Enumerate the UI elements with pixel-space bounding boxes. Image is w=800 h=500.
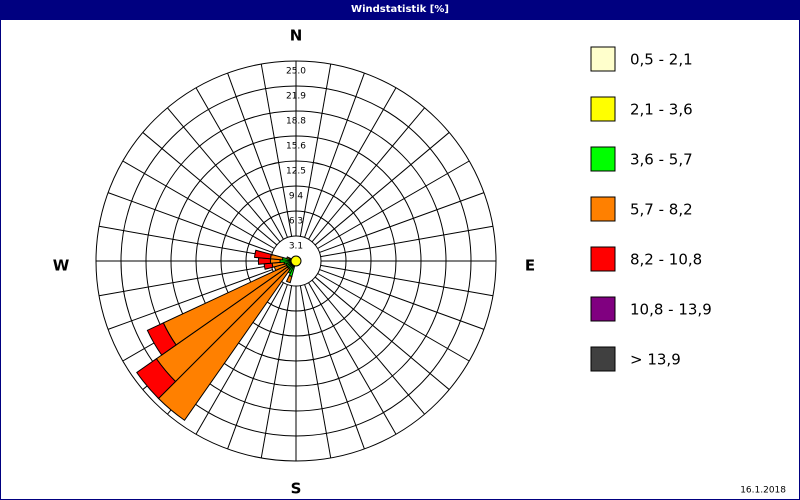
spoke [314, 132, 450, 246]
spoke [319, 192, 485, 253]
spoke [320, 264, 494, 297]
ring-label: 12.5 [286, 167, 306, 177]
spoke [107, 192, 273, 253]
legend-swatch [590, 146, 616, 172]
spoke [122, 160, 275, 249]
spoke [227, 284, 288, 450]
spoke [98, 225, 272, 258]
spoke [308, 87, 397, 240]
legend-swatch [590, 246, 616, 272]
legend-label: 8,2 - 10,8 [630, 251, 702, 269]
spoke [311, 107, 425, 243]
ring-label: 25.0 [286, 67, 306, 77]
compass-w: W [53, 257, 70, 275]
spoke [311, 279, 425, 415]
ring-label: 21.9 [286, 92, 306, 102]
title-bar: Windstatistik [%] [0, 0, 800, 19]
legend-swatch [590, 96, 616, 122]
grid-ring [120, 85, 472, 437]
spoke [304, 72, 365, 238]
spoke [299, 285, 332, 459]
legend-label: 5,7 - 8,2 [630, 201, 693, 219]
center-dot [290, 255, 302, 267]
legend-label: > 13,9 [630, 351, 681, 369]
ring-label: 9.4 [289, 192, 304, 202]
wedge-segment [285, 274, 293, 284]
legend-swatch [590, 46, 616, 72]
legend-swatch [590, 296, 616, 322]
compass-e: E [525, 257, 535, 275]
grid-ring [220, 185, 372, 337]
legend-label: 10,8 - 13,9 [630, 301, 712, 319]
spoke [317, 273, 470, 362]
grid-ring [95, 60, 497, 462]
compass-s: S [291, 480, 302, 498]
spoke [142, 132, 278, 246]
ring-label: 15.6 [286, 142, 306, 152]
grid-ring [170, 135, 422, 387]
spoke [308, 282, 397, 435]
spoke [167, 107, 281, 243]
wedge-segment [146, 322, 177, 356]
spoke [317, 160, 470, 249]
date: 16.1.2018 [740, 486, 786, 496]
legend-label: 0,5 - 2,1 [630, 51, 693, 69]
spoke [304, 284, 365, 450]
spoke [107, 269, 273, 330]
legend-swatch [590, 346, 616, 372]
grid-ring [195, 160, 397, 362]
ring-label: 6.3 [289, 217, 303, 227]
wedge-segment [286, 256, 291, 260]
spoke [320, 225, 494, 258]
grid-ring [245, 210, 347, 312]
spoke [314, 276, 450, 390]
spoke [319, 269, 485, 330]
wedge-segment [254, 249, 272, 260]
wedge-segment [269, 253, 284, 261]
spoke [195, 282, 284, 435]
ring-label: 18.8 [286, 117, 306, 127]
spoke [98, 264, 272, 297]
legend-swatch [590, 196, 616, 222]
wedge-segment [136, 358, 177, 400]
grid-ring [145, 110, 447, 412]
spoke [227, 72, 288, 238]
ring-label: 3.1 [289, 242, 303, 252]
legend-label: 2,1 - 3,6 [630, 101, 693, 119]
spoke [260, 285, 293, 459]
spoke [299, 63, 332, 237]
legend-label: 3,6 - 5,7 [630, 151, 693, 169]
compass-n: N [290, 27, 303, 45]
spoke [195, 87, 284, 240]
spoke [260, 63, 293, 237]
